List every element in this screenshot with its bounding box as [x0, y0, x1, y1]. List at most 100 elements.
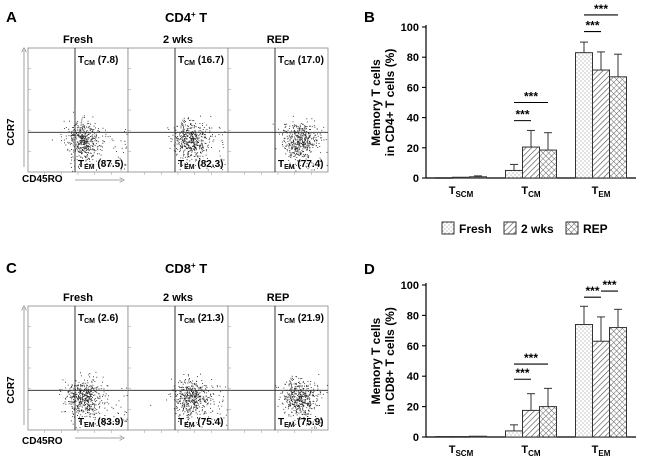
flow-event-dot [185, 408, 187, 410]
flow-event-dot [202, 133, 204, 135]
flow-event-dot [292, 145, 294, 147]
flow-event-dot [309, 149, 311, 151]
flow-event-dot [76, 127, 78, 129]
flow-event-dot [72, 416, 74, 418]
flow-event-dot [292, 135, 293, 137]
flow-event-dot [203, 127, 205, 128]
flow-event-dot [182, 142, 184, 144]
flow-event-dot [296, 385, 298, 387]
flow-event-dot [300, 143, 302, 144]
flow-event-dot [193, 387, 195, 389]
flow-event-dot [188, 397, 190, 399]
flow-event-dot [91, 155, 93, 157]
flow-event-dot [306, 131, 308, 132]
flow-event-dot [193, 406, 194, 408]
flow-event-dot [294, 399, 296, 401]
flow-event-dot [302, 396, 304, 397]
flow-event-dot [72, 135, 74, 137]
flow-event-dot [308, 395, 309, 397]
flow-event-dot [285, 145, 287, 147]
flow-event-dot [309, 383, 311, 385]
flow-event-dot [195, 153, 197, 155]
flow-event-dot [166, 399, 167, 401]
flow-event-dot [290, 387, 292, 389]
flow-event-dot [100, 145, 102, 147]
flow-event-dot [288, 156, 290, 158]
flow-event-dot [95, 127, 96, 129]
flow-event-dot [286, 123, 288, 125]
flow-event-dot [309, 143, 311, 144]
flow-event-dot [321, 139, 322, 141]
flow-event-dot [77, 405, 79, 407]
flow-event-dot [181, 124, 183, 126]
flow-event-dot [186, 133, 188, 135]
flow-event-dot [73, 399, 75, 400]
flow-event-dot [291, 408, 293, 410]
flow-event-dot [296, 147, 298, 148]
flow-event-dot [179, 391, 181, 392]
flow-event-dot [191, 149, 193, 151]
flow-event-dot [298, 396, 300, 398]
flow-event-dot [191, 142, 193, 144]
flow-event-dot [302, 392, 304, 394]
flow-event-dot [288, 144, 290, 146]
flow-event-dot [205, 395, 207, 397]
flow-event-dot [188, 386, 190, 387]
flow-event-dot [76, 405, 78, 407]
flow-event-dot [100, 154, 102, 156]
flow-event-dot [321, 425, 323, 426]
flow-event-dot [179, 401, 181, 403]
flow-event-dot [190, 413, 192, 415]
flow-event-dot [117, 163, 119, 165]
flow-event-dot [297, 141, 299, 142]
flow-event-dot [193, 403, 195, 405]
flow-event-dot [193, 156, 195, 157]
flow-event-dot [300, 134, 302, 136]
flow-event-dot [222, 401, 224, 402]
flow-event-dot [102, 146, 103, 148]
flow-event-dot [182, 123, 183, 125]
flow-event-dot [86, 384, 87, 386]
flow-event-dot [294, 405, 295, 407]
flow-event-dot [188, 405, 190, 407]
flow-event-dot [288, 405, 290, 407]
flow-event-dot [307, 398, 309, 399]
legend: Fresh 2 wks REP [441, 221, 608, 236]
flow-event-dot [179, 139, 181, 140]
flow-event-dot [102, 395, 103, 397]
flow-event-dot [300, 392, 301, 394]
flow-event-dot [223, 417, 225, 419]
flow-event-dot [72, 423, 74, 425]
flow-event-dot [81, 389, 83, 391]
flow-event-dot [303, 142, 305, 143]
flow-event-dot [69, 397, 71, 398]
flow-event-dot [185, 136, 187, 138]
flow-event-dot [82, 136, 84, 137]
flow-event-dot [182, 140, 183, 141]
flow-event-dot [82, 400, 84, 401]
flow-event-dot [192, 393, 193, 395]
flow-event-dot [81, 152, 83, 154]
flow-event-dot [194, 151, 196, 153]
flow-event-dot [180, 393, 182, 395]
flow-event-dot [218, 422, 219, 424]
flow-event-dot [179, 401, 181, 402]
flow-event-dot [89, 391, 91, 393]
flow-event-dot [307, 141, 308, 143]
flow-event-dot [192, 142, 194, 143]
flow-event-dot [189, 120, 190, 121]
flow-event-dot [189, 137, 191, 139]
flow-event-dot [78, 402, 80, 403]
flow-event-dot [187, 142, 189, 144]
flow-event-dot [109, 165, 111, 167]
flow-event-dot [307, 416, 309, 417]
flow-event-dot [71, 153, 73, 155]
flow-event-dot [108, 423, 110, 425]
flow-event-dot [178, 415, 180, 417]
flow-event-dot [205, 149, 207, 151]
flow-event-dot [193, 146, 195, 148]
flow-event-dot [310, 142, 312, 144]
flow-event-dot [86, 156, 88, 158]
flow-event-dot [195, 398, 197, 400]
flow-event-dot [205, 411, 206, 413]
